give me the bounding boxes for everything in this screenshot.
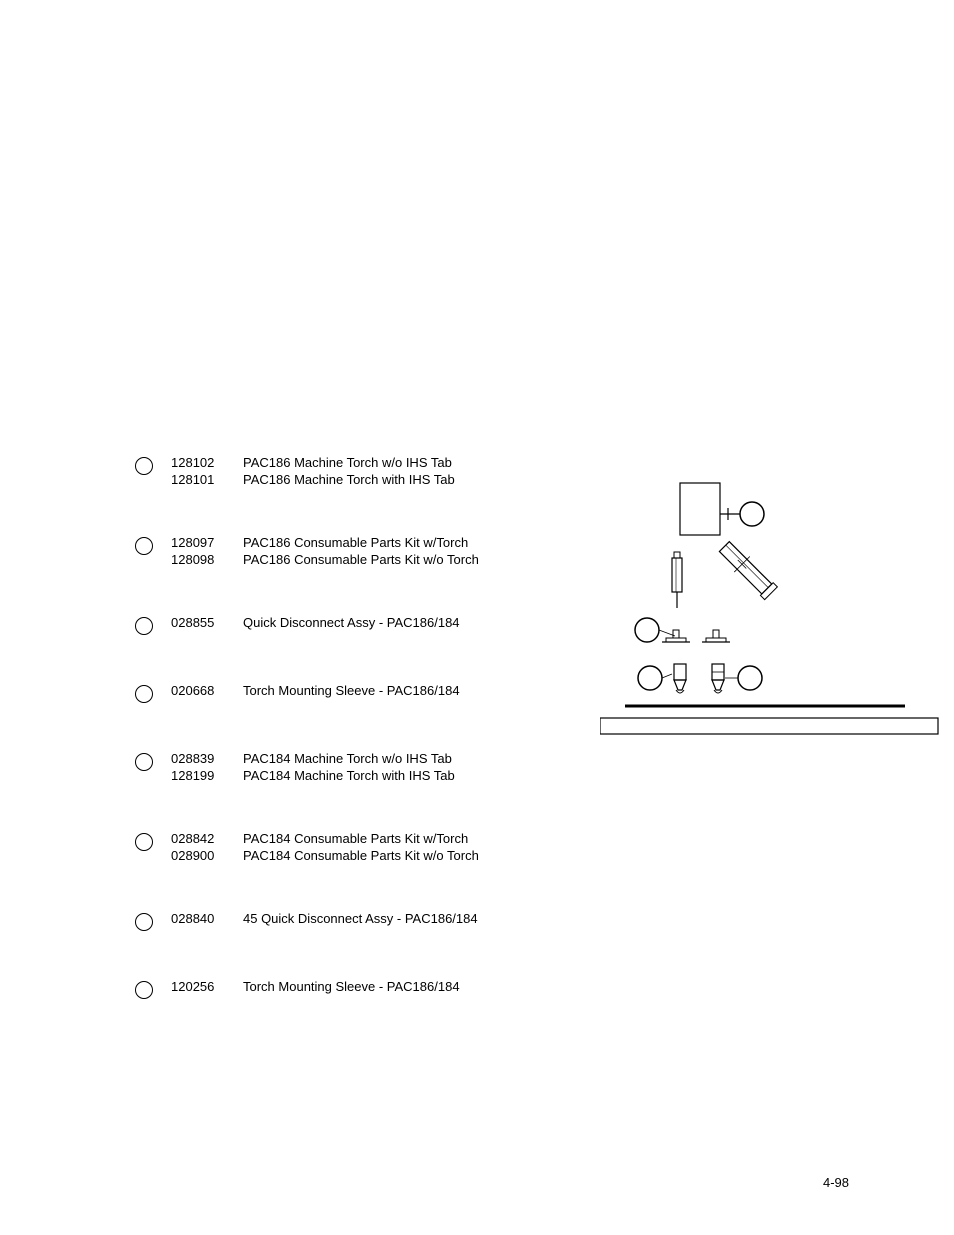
parts-list: 128102PAC186 Machine Torch w/o IHS Tab12… <box>135 455 479 1047</box>
item-line: 128102PAC186 Machine Torch w/o IHS Tab <box>171 455 455 470</box>
part-description: Torch Mounting Sleeve - PAC186/184 <box>243 979 460 994</box>
item-line: 028842PAC184 Consumable Parts Kit w/Torc… <box>171 831 479 846</box>
part-number: 020668 <box>171 683 243 698</box>
item-line: 128098PAC186 Consumable Parts Kit w/o To… <box>171 552 479 567</box>
parts-item: 02884045 Quick Disconnect Assy - PAC186/… <box>135 911 479 931</box>
part-description: PAC184 Machine Torch w/o IHS Tab <box>243 751 455 766</box>
part-description: PAC184 Machine Torch with IHS Tab <box>243 768 455 783</box>
item-text: 020668Torch Mounting Sleeve - PAC186/184 <box>171 683 460 698</box>
part-number: 128199 <box>171 768 243 783</box>
item-line: 028855Quick Disconnect Assy - PAC186/184 <box>171 615 460 630</box>
part-description: PAC186 Consumable Parts Kit w/o Torch <box>243 552 479 567</box>
parts-item: 120256Torch Mounting Sleeve - PAC186/184 <box>135 979 479 999</box>
item-line: 128101PAC186 Machine Torch with IHS Tab <box>171 472 455 487</box>
part-number: 028839 <box>171 751 243 766</box>
part-description: 45 Quick Disconnect Assy - PAC186/184 <box>243 911 478 926</box>
part-number: 120256 <box>171 979 243 994</box>
item-text: 02884045 Quick Disconnect Assy - PAC186/… <box>171 911 478 926</box>
item-text: 128102PAC186 Machine Torch w/o IHS Tab12… <box>171 455 455 487</box>
item-text: 120256Torch Mounting Sleeve - PAC186/184 <box>171 979 460 994</box>
part-description: PAC184 Consumable Parts Kit w/Torch <box>243 831 479 846</box>
part-description: PAC184 Consumable Parts Kit w/o Torch <box>243 848 479 863</box>
bullet-circle-icon <box>135 833 153 851</box>
bullet-circle-icon <box>135 981 153 999</box>
item-text: 028855Quick Disconnect Assy - PAC186/184 <box>171 615 460 630</box>
part-description: Quick Disconnect Assy - PAC186/184 <box>243 615 460 630</box>
page-number: 4-98 <box>823 1175 849 1190</box>
parts-item: 028842PAC184 Consumable Parts Kit w/Torc… <box>135 831 479 863</box>
part-number: 028900 <box>171 848 243 863</box>
part-number: 128098 <box>171 552 243 567</box>
bullet-circle-icon <box>135 913 153 931</box>
item-line: 120256Torch Mounting Sleeve - PAC186/184 <box>171 979 460 994</box>
parts-item: 028855Quick Disconnect Assy - PAC186/184 <box>135 615 479 635</box>
part-description: PAC186 Machine Torch with IHS Tab <box>243 472 455 487</box>
part-number: 128097 <box>171 535 243 550</box>
part-number: 028842 <box>171 831 243 846</box>
item-line: 128097PAC186 Consumable Parts Kit w/Torc… <box>171 535 479 550</box>
item-line: 02884045 Quick Disconnect Assy - PAC186/… <box>171 911 478 926</box>
part-number: 128101 <box>171 472 243 487</box>
bullet-circle-icon <box>135 537 153 555</box>
item-line: 020668Torch Mounting Sleeve - PAC186/184 <box>171 683 460 698</box>
part-description: PAC186 Machine Torch w/o IHS Tab <box>243 455 455 470</box>
parts-item: 028839PAC184 Machine Torch w/o IHS Tab12… <box>135 751 479 783</box>
item-line: 028900PAC184 Consumable Parts Kit w/o To… <box>171 848 479 863</box>
item-text: 128097PAC186 Consumable Parts Kit w/Torc… <box>171 535 479 567</box>
part-description: PAC186 Consumable Parts Kit w/Torch <box>243 535 479 550</box>
part-description: Torch Mounting Sleeve - PAC186/184 <box>243 683 460 698</box>
torch-assembly-diagram <box>600 478 940 738</box>
parts-item: 128097PAC186 Consumable Parts Kit w/Torc… <box>135 535 479 567</box>
parts-item: 128102PAC186 Machine Torch w/o IHS Tab12… <box>135 455 479 487</box>
parts-item: 020668Torch Mounting Sleeve - PAC186/184 <box>135 683 479 703</box>
part-number: 028855 <box>171 615 243 630</box>
item-line: 128199PAC184 Machine Torch with IHS Tab <box>171 768 455 783</box>
item-text: 028839PAC184 Machine Torch w/o IHS Tab12… <box>171 751 455 783</box>
bullet-circle-icon <box>135 457 153 475</box>
bullet-circle-icon <box>135 685 153 703</box>
bullet-circle-icon <box>135 753 153 771</box>
item-line: 028839PAC184 Machine Torch w/o IHS Tab <box>171 751 455 766</box>
part-number: 028840 <box>171 911 243 926</box>
item-text: 028842PAC184 Consumable Parts Kit w/Torc… <box>171 831 479 863</box>
bullet-circle-icon <box>135 617 153 635</box>
part-number: 128102 <box>171 455 243 470</box>
